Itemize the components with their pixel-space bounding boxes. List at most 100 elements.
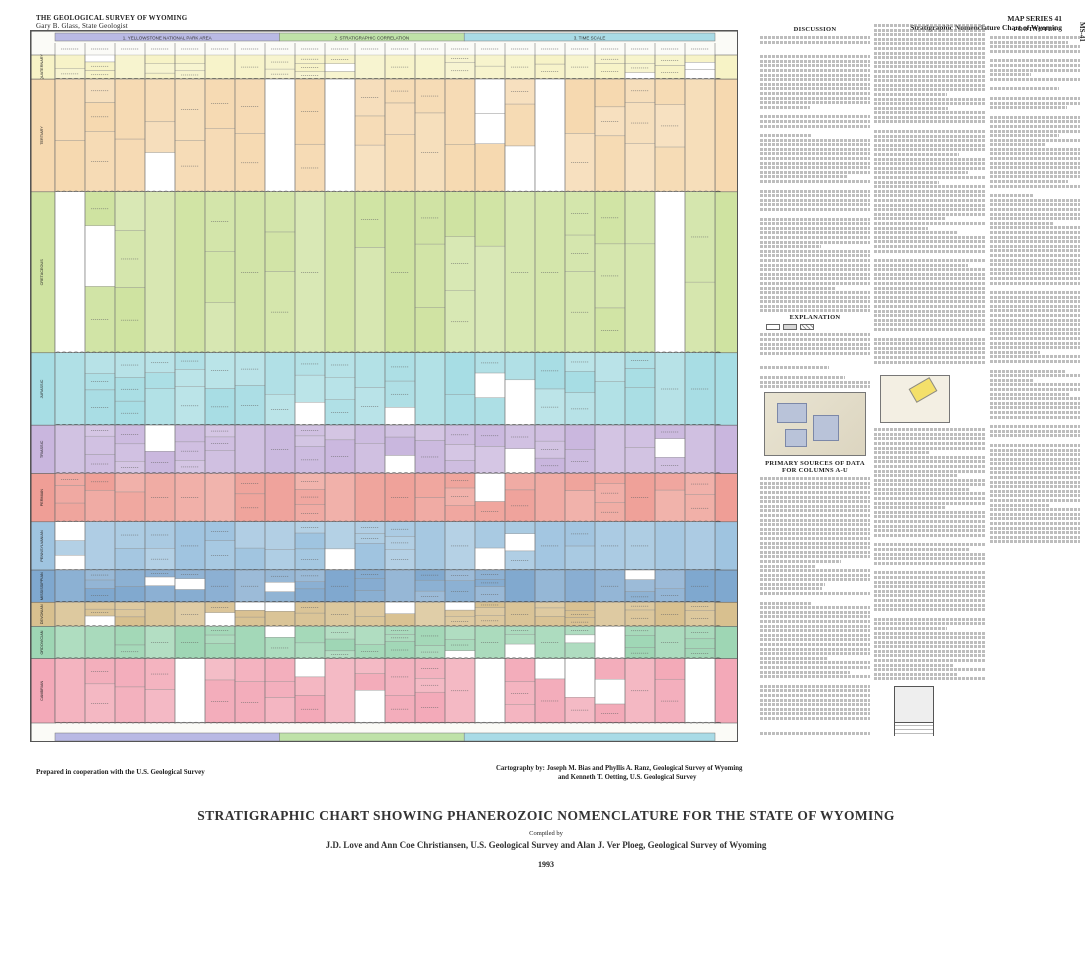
- formation-cell: [414, 54, 446, 80]
- footnotes-text: [874, 24, 986, 370]
- formation-cell: [474, 245, 506, 353]
- header-left: THE GEOLOGICAL SURVEY OF WYOMING Gary B.…: [36, 14, 187, 30]
- system-label: JURASSIC: [40, 379, 44, 398]
- formation-cell: [564, 425, 596, 450]
- system-label: DEVONIAN: [40, 604, 44, 624]
- formation-cell: [114, 443, 146, 462]
- formation-cell: [624, 425, 656, 448]
- formation-cell: [324, 548, 356, 571]
- formation-cell: [144, 576, 176, 586]
- footnotes-heading: FOOTNOTES: [1013, 26, 1057, 33]
- formation-cell: [84, 225, 116, 287]
- formation-cell: [174, 658, 206, 724]
- formation-cell: [534, 425, 566, 442]
- formation-cell: [324, 377, 356, 400]
- unconformity-line: [54, 721, 722, 724]
- discussion-text: [760, 36, 870, 313]
- column-group-header: [463, 32, 716, 42]
- formation-cell: [594, 679, 626, 705]
- formation-cell: [84, 615, 116, 627]
- formation-cell: [294, 642, 326, 659]
- formation-cell: [264, 231, 296, 272]
- system-label: TRIASSIC: [40, 440, 44, 458]
- formation-cell: [414, 243, 446, 308]
- formation-cell: [54, 555, 86, 571]
- formation-cell: [54, 569, 86, 603]
- formation-cell: [354, 590, 386, 603]
- formation-cell: [474, 521, 506, 549]
- formation-cell: [204, 643, 236, 659]
- formation-cell: [54, 485, 86, 504]
- formation-cell: [564, 473, 596, 491]
- formation-cell: [354, 543, 386, 571]
- formation-cell: [414, 579, 446, 592]
- formation-cell: [564, 371, 596, 393]
- formation-cell: [474, 397, 506, 426]
- formation-cell: [594, 352, 626, 382]
- unconformity-line: [54, 657, 722, 660]
- formation-cell: [324, 658, 356, 724]
- formation-cell: [84, 602, 116, 610]
- chart-graphic: 1. YELLOWSTONE NATIONAL PARK AREA 2. STRA…: [31, 31, 737, 741]
- formation-cell: [414, 473, 446, 498]
- formation-cell: [144, 54, 176, 64]
- system-band-left: [31, 521, 56, 571]
- formation-cell: [264, 658, 296, 682]
- explanation-text: [760, 333, 870, 389]
- formation-cell: [444, 191, 476, 237]
- formation-cell: [84, 579, 116, 589]
- formation-cell: [294, 581, 326, 590]
- formation-cell: [444, 626, 476, 640]
- system-band-right: [714, 352, 737, 426]
- formation-cell: [174, 54, 206, 64]
- formation-cell: [324, 71, 356, 80]
- formation-cell: [114, 569, 146, 587]
- formation-cell: [684, 638, 716, 649]
- formation-cell: [564, 78, 596, 134]
- formation-cell: [624, 387, 656, 426]
- formation-cell: [294, 612, 326, 627]
- system-band-right: [714, 569, 737, 603]
- formation-cell: [264, 78, 296, 192]
- column-group-footer: [279, 732, 465, 741]
- system-label: CAMBRIAN: [40, 681, 44, 701]
- formation-cell: [474, 78, 506, 114]
- formation-cell: [504, 145, 536, 192]
- formation-cell: [54, 521, 86, 541]
- formation-cell: [294, 676, 326, 696]
- system-band-left: [31, 658, 56, 724]
- state-geologist: Gary B. Glass, State Geologist: [36, 22, 128, 30]
- formation-cell: [114, 686, 146, 724]
- compiled-by: Compiled by: [529, 830, 563, 837]
- formation-cell: [114, 473, 146, 493]
- formation-cell: [354, 578, 386, 591]
- formation-cell: [624, 54, 656, 64]
- unconformity-line: [54, 601, 722, 603]
- formation-cell: [144, 425, 176, 452]
- formation-cell: [684, 425, 716, 474]
- unconformity-line: [54, 190, 722, 193]
- formation-cell: [414, 307, 446, 353]
- formation-cell: [504, 448, 536, 474]
- formation-cell: [624, 143, 656, 192]
- formation-cell: [114, 602, 146, 610]
- formation-cell: [534, 473, 566, 522]
- formation-cell: [474, 54, 506, 67]
- formation-cell: [594, 658, 626, 680]
- formation-cell: [474, 372, 506, 398]
- column-group-footer: [463, 732, 716, 741]
- formation-cell: [384, 569, 416, 603]
- formation-cell: [204, 251, 236, 303]
- formation-cell: [654, 658, 686, 680]
- formation-cell: [564, 545, 596, 571]
- formation-cell: [384, 455, 416, 474]
- formation-cell: [534, 616, 566, 627]
- formation-cell: [504, 533, 536, 552]
- formation-cell: [444, 460, 476, 474]
- formation-cell: [144, 121, 176, 153]
- formation-cell: [264, 591, 296, 603]
- formation-cell: [294, 588, 326, 603]
- formation-cell: [684, 521, 716, 571]
- formation-cell: [414, 521, 446, 571]
- formation-cell: [294, 435, 326, 447]
